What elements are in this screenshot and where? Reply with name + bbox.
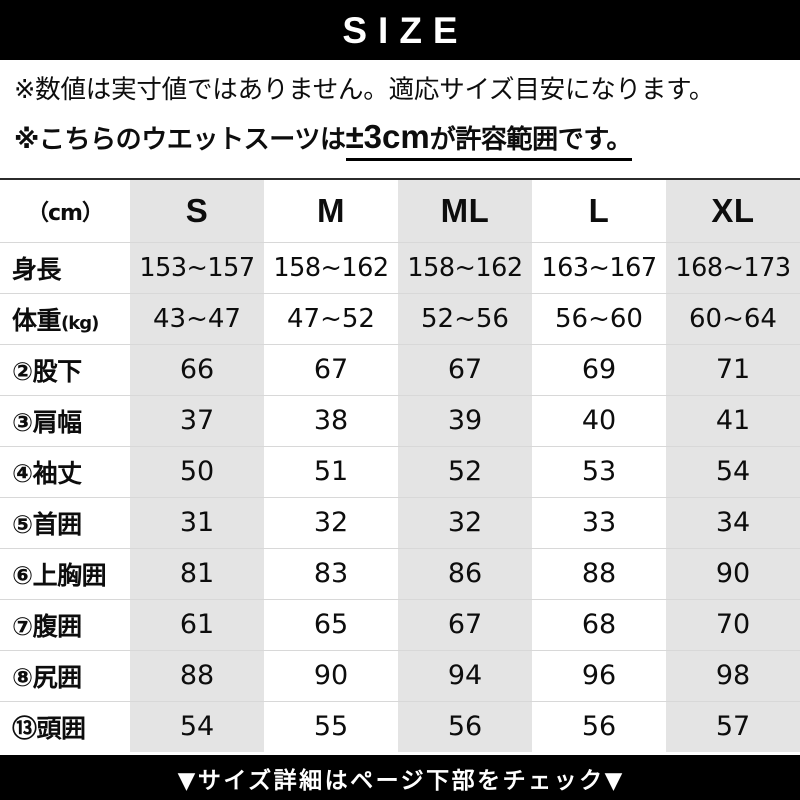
table-row: 体重(kg) 43~47 47~52 52~56 56~60 60~64 — [0, 293, 800, 345]
cell-l: 163~167 — [532, 242, 666, 294]
note-line-2: ※こちらのウエットスーツは±3cmが許容範囲です。 — [14, 104, 786, 161]
note-line-2-suffix: が許容範囲です。 — [429, 124, 633, 155]
size-title-banner: SIZE — [0, 0, 800, 60]
size-header-m: M — [264, 180, 398, 243]
cell-m: 51 — [264, 446, 398, 498]
cell-ml: 67 — [398, 344, 532, 396]
row-label: ⑥上胸囲 — [0, 548, 130, 600]
size-header-ml: ML — [398, 180, 532, 243]
cell-l: 69 — [532, 344, 666, 396]
cell-ml: 56 — [398, 701, 532, 752]
cell-s: 66 — [130, 344, 264, 396]
cell-ml: 32 — [398, 497, 532, 549]
cell-s: 54 — [130, 701, 264, 752]
cell-xl: 168~173 — [666, 242, 800, 294]
table-row: ⑤首囲 31 32 32 33 34 — [0, 497, 800, 549]
cell-xl: 54 — [666, 446, 800, 498]
row-label: ⑧尻囲 — [0, 650, 130, 702]
cell-m: 38 — [264, 395, 398, 447]
table-row: ⑧尻囲 88 90 94 96 98 — [0, 650, 800, 702]
size-header-xl: XL — [666, 180, 800, 243]
cell-l: 68 — [532, 599, 666, 651]
cell-l: 96 — [532, 650, 666, 702]
cell-xl: 70 — [666, 599, 800, 651]
cell-xl: 90 — [666, 548, 800, 600]
cell-s: 37 — [130, 395, 264, 447]
size-table-head: （cm） S M ML L XL — [0, 180, 800, 243]
row-label: 身長 — [0, 242, 130, 294]
cell-xl: 71 — [666, 344, 800, 396]
size-table: （cm） S M ML L XL 身長 153~157 158~162 158~162 163~… — [0, 180, 800, 752]
cell-ml: 52~56 — [398, 293, 532, 345]
cell-m: 47~52 — [264, 293, 398, 345]
cell-s: 50 — [130, 446, 264, 498]
cell-l: 88 — [532, 548, 666, 600]
cell-s: 153~157 — [130, 242, 264, 294]
table-header-row: （cm） S M ML L XL — [0, 180, 800, 243]
cell-m: 90 — [264, 650, 398, 702]
cell-s: 88 — [130, 650, 264, 702]
row-label: 体重(kg) — [0, 293, 130, 345]
cell-m: 158~162 — [264, 242, 398, 294]
row-label: ⑬頭囲 — [0, 701, 130, 752]
row-label: ③肩幅 — [0, 395, 130, 447]
table-row: ②股下 66 67 67 69 71 — [0, 344, 800, 396]
cell-l: 53 — [532, 446, 666, 498]
table-row: ⑥上胸囲 81 83 86 88 90 — [0, 548, 800, 600]
unit-header-cell: （cm） — [0, 180, 130, 243]
footer-banner: ▼サイズ詳細はページ下部をチェック▼ — [0, 755, 800, 800]
cell-ml: 158~162 — [398, 242, 532, 294]
table-row: ④袖丈 50 51 52 53 54 — [0, 446, 800, 498]
note-line-1: ※数値は実寸値ではありません。適応サイズ目安になります。 — [14, 75, 715, 105]
cell-xl: 57 — [666, 701, 800, 752]
cell-l: 40 — [532, 395, 666, 447]
cell-s: 61 — [130, 599, 264, 651]
row-label: ④袖丈 — [0, 446, 130, 498]
cell-ml: 67 — [398, 599, 532, 651]
cell-ml: 39 — [398, 395, 532, 447]
cell-s: 43~47 — [130, 293, 264, 345]
note-line-2-prefix: ※こちらのウエットスーツは — [14, 124, 346, 155]
size-header-l: L — [532, 180, 666, 243]
cell-l: 56 — [532, 701, 666, 752]
table-row: ③肩幅 37 38 39 40 41 — [0, 395, 800, 447]
table-row: ⑬頭囲 54 55 56 56 57 — [0, 701, 800, 752]
cell-ml: 86 — [398, 548, 532, 600]
size-table-container: （cm） S M ML L XL 身長 153~157 158~162 158~162 163~… — [0, 178, 800, 755]
row-label-main: 体重 — [12, 305, 62, 335]
table-row: ⑦腹囲 61 65 67 68 70 — [0, 599, 800, 651]
cell-m: 67 — [264, 344, 398, 396]
cell-xl: 41 — [666, 395, 800, 447]
cell-s: 81 — [130, 548, 264, 600]
page-title: SIZE — [342, 9, 469, 51]
row-label: ⑦腹囲 — [0, 599, 130, 651]
cell-ml: 94 — [398, 650, 532, 702]
row-label: ⑤首囲 — [0, 497, 130, 549]
cell-xl: 34 — [666, 497, 800, 549]
cell-l: 56~60 — [532, 293, 666, 345]
cell-ml: 52 — [398, 446, 532, 498]
table-row: 身長 153~157 158~162 158~162 163~167 168~173 — [0, 242, 800, 294]
tolerance-value: ±3cm — [345, 117, 430, 155]
notes-block: ※数値は実寸値ではありません。適応サイズ目安になります。 ※こちらのウエットスー… — [0, 60, 800, 178]
row-label-unit: (kg) — [61, 312, 99, 334]
tolerance-underlined-group: ±3cmが許容範囲です。 — [345, 120, 633, 161]
size-header-s: S — [130, 180, 264, 243]
size-table-body: 身長 153~157 158~162 158~162 163~167 168~173 体重(… — [0, 242, 800, 752]
cell-m: 83 — [264, 548, 398, 600]
row-label: ②股下 — [0, 344, 130, 396]
cell-m: 32 — [264, 497, 398, 549]
cell-m: 55 — [264, 701, 398, 752]
cell-m: 65 — [264, 599, 398, 651]
cell-xl: 98 — [666, 650, 800, 702]
footer-note: ▼サイズ詳細はページ下部をチェック▼ — [177, 767, 625, 794]
cell-s: 31 — [130, 497, 264, 549]
cell-xl: 60~64 — [666, 293, 800, 345]
cell-l: 33 — [532, 497, 666, 549]
